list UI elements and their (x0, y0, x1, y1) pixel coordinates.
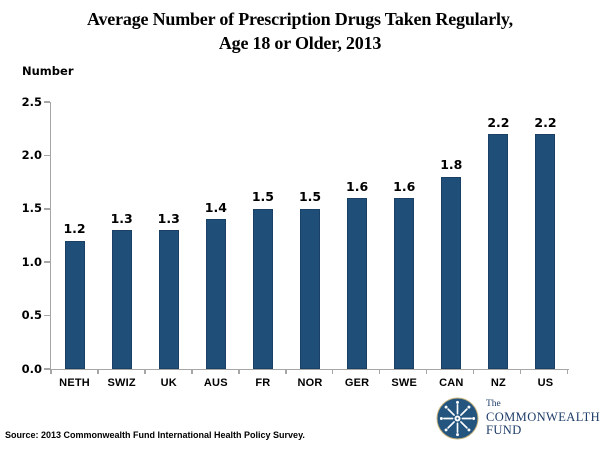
bar-value-label: 1.5 (251, 189, 274, 205)
x-tick-label: FR (255, 377, 271, 389)
logo-emblem-icon (436, 397, 479, 440)
bar-slot: 2.2 NZ (475, 102, 522, 388)
y-axis-title: Number (22, 64, 74, 78)
bar-value-label: 1.4 (204, 199, 227, 215)
y-tick-mark (44, 314, 50, 317)
x-tick-label: NZ (490, 377, 506, 389)
bar (64, 240, 85, 369)
x-tick-mark (519, 369, 522, 374)
bar-slot: 1.6 SWE (381, 102, 428, 388)
bar-value-label: 1.2 (63, 221, 86, 237)
bar-slot: 1.5 FR (239, 102, 286, 389)
bar (252, 208, 273, 369)
bar-value-label: 1.5 (298, 189, 322, 205)
x-tick-mark (425, 369, 428, 374)
bar-slot: 1.5 NOR (286, 102, 333, 389)
y-tick-mark (44, 154, 50, 157)
x-tick-mark (97, 369, 99, 374)
x-tick-label: US (537, 377, 554, 389)
commonwealth-fund-logo: The COMMONWEALTH FUND (436, 397, 600, 440)
x-tick-mark (50, 369, 52, 374)
bar-slot: 1.3 SWIZ (98, 102, 145, 388)
bar-slot: 1.6 GER (334, 102, 381, 388)
x-tick-mark (238, 369, 240, 374)
bar-slot: 1.2 NETH (51, 102, 98, 389)
bar-value-label: 1.3 (157, 210, 180, 226)
chart-title: Average Number of Prescription Drugs Tak… (87, 9, 513, 53)
bar (111, 230, 132, 369)
bar (347, 198, 368, 369)
x-tick-label: AUS (203, 377, 228, 389)
bar (300, 208, 321, 369)
bar-value-label: 1.6 (346, 178, 369, 194)
bar (488, 134, 509, 369)
bar-slot: 2.2 US (522, 102, 569, 388)
x-tick-label: SWE (391, 377, 418, 389)
y-tick-label: 0.5 (21, 308, 42, 323)
x-tick-mark (472, 369, 475, 374)
bar (158, 230, 179, 369)
logo-word-commonwealth: COMMONWEALTH (486, 409, 600, 424)
bar-slot: 1.4 AUS (192, 102, 239, 388)
x-tick-mark (144, 369, 146, 374)
x-tick-label: SWIZ (107, 377, 136, 389)
x-tick-mark (285, 369, 287, 374)
y-tick-label: 1.5 (21, 201, 42, 216)
y-tick-mark (44, 261, 50, 263)
bar (441, 176, 462, 369)
x-tick-mark (566, 369, 569, 374)
bar (205, 219, 226, 369)
bar-value-label: 2.2 (487, 114, 510, 130)
x-tick-mark (331, 369, 334, 374)
bar-value-label: 2.2 (534, 114, 557, 130)
bar-value-label: 1.8 (440, 157, 463, 173)
x-tick-mark (191, 369, 193, 374)
plot-area: 1.2 NETH 1.3 SWIZ 1.3 UK 1.4 AUS 1.5 FR 1.5 NOR 1.6 G… (22, 95, 569, 389)
y-tick-mark (44, 208, 50, 210)
y-tick-mark (44, 101, 50, 103)
y-tick-label: 2.0 (21, 147, 42, 162)
bar (535, 134, 556, 369)
y-tick-mark (44, 368, 50, 370)
y-tick-label: 0.0 (21, 361, 42, 376)
x-tick-label: NETH (59, 377, 90, 389)
logo-wordmark: The COMMONWEALTH FUND (486, 400, 600, 437)
x-tick-mark (378, 369, 381, 374)
source-note: Source: 2013 Commonwealth Fund Internati… (5, 430, 305, 440)
x-tick-label: CAN (439, 377, 464, 389)
bar-value-label: 1.6 (393, 178, 416, 194)
bar-slot: 1.8 CAN (428, 102, 475, 389)
logo-word-fund: FUND (486, 423, 522, 438)
logo-word-the: The (486, 399, 501, 410)
x-tick-label: UK (160, 377, 177, 389)
y-tick-label: 1.0 (21, 254, 42, 269)
bar-value-label: 1.3 (110, 210, 133, 226)
bar-series: 1.2 NETH 1.3 SWIZ 1.3 UK 1.4 AUS 1.5 FR 1.5 NOR 1.6 G… (51, 102, 569, 389)
x-tick-label: GER (344, 377, 370, 389)
y-tick-label: 2.5 (21, 94, 42, 109)
x-tick-label: NOR (297, 377, 323, 389)
bar (394, 198, 415, 369)
bar-slot: 1.3 UK (145, 102, 192, 388)
